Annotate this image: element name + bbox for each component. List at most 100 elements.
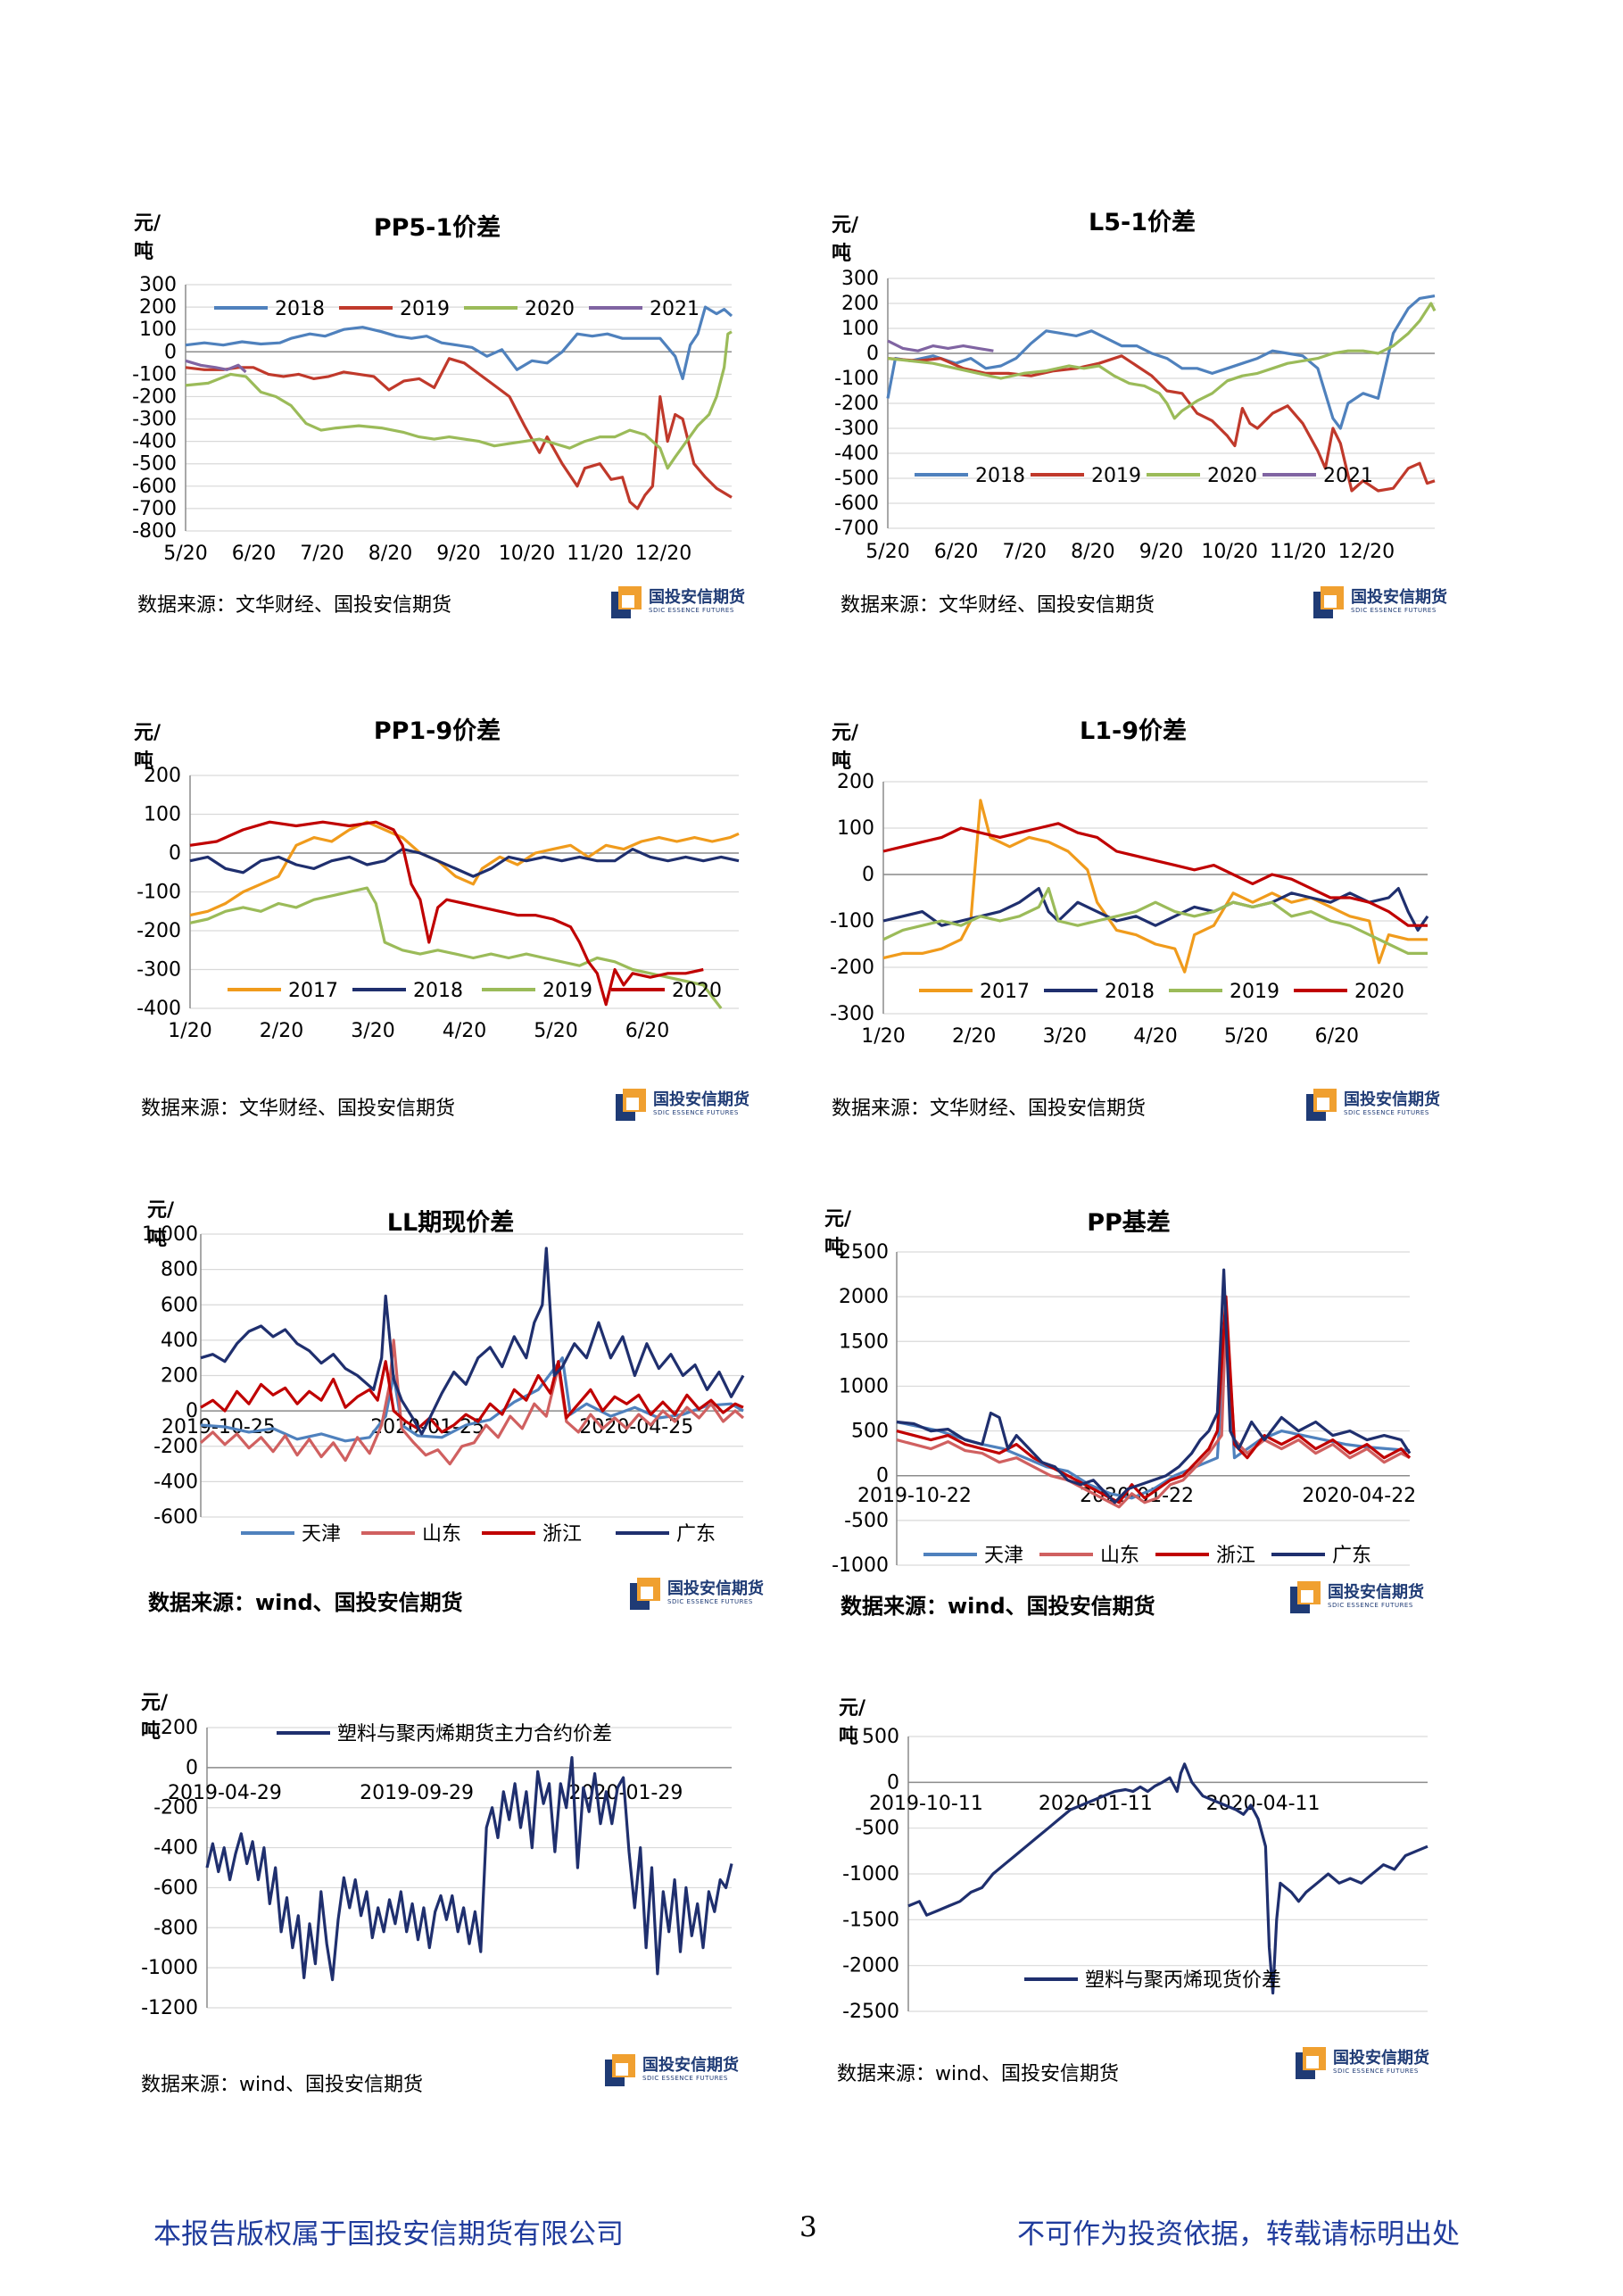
- legend-label: 2021: [1323, 465, 1373, 487]
- y-tick-label: -800: [153, 1917, 198, 1939]
- y-tick-label: -400: [153, 1471, 198, 1493]
- series-line-2021: [185, 359, 247, 374]
- logo-mark-icon: [1306, 1089, 1337, 1121]
- series-line-2020: [185, 330, 733, 470]
- x-tick-label: 6/20: [1315, 1025, 1359, 1048]
- y-tick-label: 100: [841, 318, 879, 340]
- legend-label: 广东: [1332, 1545, 1371, 1567]
- legend-label: 2019: [542, 980, 592, 1002]
- x-tick-label: 4/20: [1133, 1025, 1177, 1048]
- x-tick-label: 2/20: [952, 1025, 996, 1048]
- legend-label: 2019: [1230, 981, 1279, 1003]
- plot-area-futures_spread: 200 0 -200 -400 -600 -800 -1000 -1200 2019-04-29…: [141, 1717, 733, 2019]
- legend-label: 2020: [1207, 465, 1257, 487]
- logo-text: 国投安信期货: [642, 2056, 739, 2075]
- y-tick-label: 500: [851, 1421, 889, 1443]
- legend-label: 浙江: [542, 1523, 582, 1546]
- series-line-广东: [200, 1247, 745, 1436]
- x-tick-label: 2020-04-22: [1302, 1485, 1416, 1507]
- y-tick-label: -400: [132, 431, 177, 453]
- logo-text: 国投安信期货: [653, 1090, 749, 1109]
- series-line-2019: [887, 354, 1436, 493]
- y-tick-label: 400: [161, 1330, 198, 1352]
- x-tick-label: 4/20: [443, 1020, 486, 1042]
- logo-subtext: SDIC ESSENCE FUTURES: [1333, 2068, 1419, 2075]
- logo-mark-icon: [1313, 586, 1344, 618]
- y-tick-label: 2500: [839, 1241, 889, 1264]
- y-tick-label: -100: [834, 368, 879, 390]
- data-source: 数据来源：wind、国投安信期货: [840, 1594, 1155, 1619]
- y-tick-label: 100: [837, 817, 874, 840]
- data-source: 数据来源：文华财经、国投安信期货: [141, 1098, 456, 1120]
- legend-label: 2020: [1354, 981, 1404, 1003]
- logo-subtext: SDIC ESSENCE FUTURES: [642, 2075, 728, 2082]
- series-line-2018: [185, 305, 733, 380]
- y-tick-label: 200: [161, 1717, 198, 1739]
- y-tick-label: 1500: [839, 1330, 889, 1353]
- series-line-2019: [189, 886, 723, 1009]
- plot-area-l51: 300 200 100 0 -100 -200 -300 -400 -500 -600 -7005/…: [834, 268, 1437, 563]
- y-tick-label: -1000: [842, 1863, 899, 1886]
- plot-area-spot_spread: 500 0 -500 -1000 -1500 -2000 -2500 2019-10-11 20…: [842, 1726, 1428, 2023]
- data-source: 数据来源：文华财经、国投安信期货: [137, 594, 452, 617]
- logo-mark-icon: [605, 2054, 635, 2086]
- logo-mark-icon: [611, 586, 642, 618]
- legend-label: 2018: [413, 980, 463, 1002]
- chart-l51: 300 200 100 0 -100 -200 -300 -400 -500 -600 -7005/…: [834, 268, 1437, 563]
- footer-copyright: 本报告版权属于国投安信期货有限公司: [153, 2218, 624, 2250]
- chart-title: PP5-1价差: [373, 214, 501, 242]
- y-tick-label: -300: [137, 959, 181, 982]
- logo-text: 国投安信期货: [1333, 2049, 1429, 2068]
- x-tick-label: 8/20: [1071, 541, 1114, 563]
- y-tick-label: 0: [164, 341, 177, 363]
- sdic-logo: 国投安信期货 SDIC ESSENCE FUTURES: [1312, 583, 1447, 624]
- sdic-logo: 国投安信期货 SDIC ESSENCE FUTURES: [609, 583, 745, 624]
- y-tick-label: -1000: [832, 1554, 889, 1577]
- legend-label: 2020: [525, 298, 575, 320]
- legend-label: 广东: [676, 1523, 716, 1546]
- x-tick-label: 7/20: [1003, 541, 1047, 563]
- plot-area-pp_basis: 2500 2000 1500 1000 500 0 -500 -1000 2019-10-22 2…: [832, 1241, 1416, 1577]
- x-tick-label: 3/20: [351, 1020, 394, 1042]
- logo-subtext: SDIC ESSENCE FUTURES: [649, 607, 734, 614]
- legend-label: 天津: [302, 1523, 341, 1546]
- x-tick-label: 3/20: [1043, 1025, 1087, 1048]
- y-tick-label: -300: [834, 418, 879, 440]
- chart-spot-spread: 500 0 -500 -1000 -1500 -2000 -2500 2019-10-11 20…: [842, 1726, 1428, 2023]
- sdic-logo: 国投安信期货 SDIC ESSENCE FUTURES: [614, 1085, 749, 1126]
- legend-label: 山东: [1100, 1545, 1139, 1567]
- y-tick-label: -500: [855, 1818, 899, 1840]
- x-tick-label: 2/20: [260, 1020, 303, 1042]
- series-line-2019: [185, 357, 733, 510]
- y-tick-label: -400: [137, 998, 181, 1020]
- y-tick-label: -300: [830, 1003, 874, 1025]
- logo-subtext: SDIC ESSENCE FUTURES: [1344, 1109, 1429, 1116]
- data-source: 数据来源：wind、国投安信期货: [837, 2063, 1120, 2085]
- y-tick-label: -600: [153, 1877, 198, 1899]
- y-unit-label: 元/吨: [147, 1199, 175, 1250]
- series-line-2018: [189, 848, 740, 878]
- y-tick-label: -200: [153, 1797, 198, 1819]
- legend-label: 2018: [975, 465, 1025, 487]
- legend-label: 2020: [672, 980, 722, 1002]
- y-tick-label: -600: [153, 1506, 198, 1529]
- y-tick-label: 0: [186, 1400, 198, 1422]
- y-tick-label: -300: [132, 409, 177, 431]
- x-tick-label: 11/20: [567, 543, 623, 565]
- x-tick-label: 2019-04-29: [168, 1782, 282, 1804]
- series-line-山东: [199, 1339, 745, 1466]
- logo-text: 国投安信期货: [1344, 1090, 1440, 1109]
- x-tick-label: 8/20: [368, 543, 412, 565]
- logo-subtext: SDIC ESSENCE FUTURES: [653, 1109, 739, 1116]
- x-tick-label: 5/20: [163, 543, 207, 565]
- y-unit-label: 元/吨: [839, 1697, 866, 1748]
- data-source: 数据来源：wind、国投安信期货: [148, 1590, 463, 1615]
- x-tick-label: 6/20: [232, 543, 276, 565]
- y-tick-label: 500: [862, 1726, 899, 1748]
- logo-text: 国投安信期货: [1328, 1583, 1424, 1602]
- series-line-2017: [189, 820, 740, 917]
- y-tick-label: 300: [841, 268, 879, 290]
